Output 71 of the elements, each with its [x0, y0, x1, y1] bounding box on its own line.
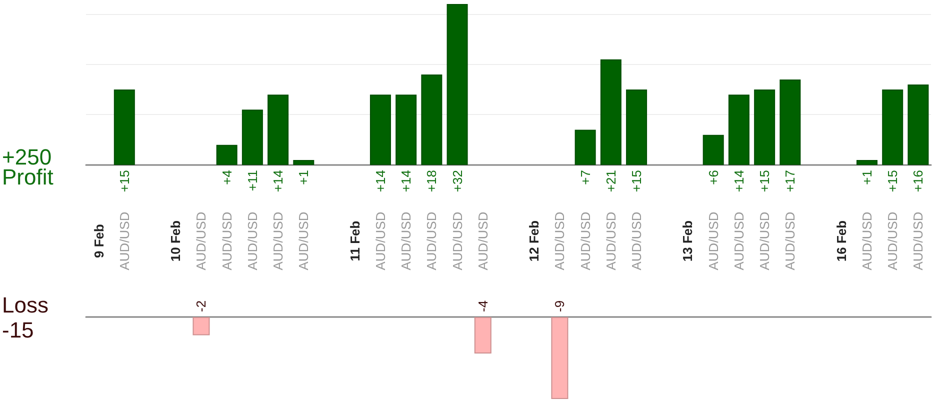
bar — [574, 130, 596, 165]
text: -15 — [2, 318, 34, 342]
data-label: -2 — [194, 300, 209, 312]
bar — [242, 110, 263, 165]
x-tick-label: 10 Feb — [168, 220, 184, 262]
x-tick-label: AUD/USD — [475, 212, 490, 270]
bar — [626, 90, 648, 165]
x-tick-label: AUD/USD — [859, 212, 874, 270]
x-tick-label: 13 Feb — [680, 220, 696, 262]
data-label: +14 — [372, 170, 388, 192]
data-label: +14 — [398, 170, 414, 192]
x-tick-label: AUD/USD — [885, 212, 900, 270]
x-tick-label: AUD/USD — [398, 212, 414, 270]
data-label: +14 — [270, 170, 286, 192]
bar — [856, 160, 878, 165]
data-label: +15 — [629, 170, 644, 192]
data-label: +21 — [603, 170, 618, 192]
x-tick-label: AUD/USD — [757, 212, 772, 270]
bar — [702, 134, 724, 165]
bar — [216, 144, 238, 165]
bar — [882, 90, 904, 165]
data-label: +1 — [296, 170, 312, 185]
x-tick-label: AUD/USD — [706, 212, 721, 270]
x-tick-label: AUD/USD — [244, 212, 260, 270]
data-label: +16 — [910, 170, 926, 192]
x-tick-label: AUD/USD — [116, 212, 132, 270]
bar — [780, 79, 801, 165]
data-label: -9 — [552, 300, 568, 312]
x-tick-label: AUD/USD — [603, 212, 618, 270]
x-tick-label: AUD/USD — [372, 212, 388, 270]
data-label: +14 — [731, 170, 746, 192]
data-label: +15 — [116, 170, 132, 192]
bar — [396, 94, 417, 165]
x-tick-label: AUD/USD — [731, 212, 746, 270]
data-label: +15 — [885, 170, 900, 192]
x-tick-label: AUD/USD — [194, 212, 209, 270]
data-label: -4 — [475, 300, 490, 312]
bar — [293, 160, 314, 165]
x-tick-label: AUD/USD — [296, 212, 312, 270]
x-tick-label: AUD/USD — [424, 212, 440, 270]
bar — [114, 90, 135, 165]
x-tick-label: 12 Feb — [526, 220, 542, 262]
bar — [600, 59, 622, 165]
x-tick-label: AUD/USD — [270, 212, 286, 270]
x-tick-label: 11 Feb — [347, 220, 362, 262]
data-label: +4 — [219, 170, 234, 185]
bar — [754, 90, 776, 165]
bar — [268, 94, 289, 165]
bar — [728, 94, 750, 165]
data-label: +17 — [782, 170, 798, 192]
data-label: +18 — [424, 170, 440, 192]
data-label: +1 — [859, 170, 874, 185]
x-tick-label: 9 Feb — [91, 224, 106, 258]
bar — [370, 94, 391, 165]
bar — [446, 4, 468, 165]
x-tick-label: AUD/USD — [578, 212, 593, 270]
x-tick-label: AUD/USD — [219, 212, 234, 270]
x-tick-label: AUD/USD — [782, 212, 798, 270]
bar — [908, 84, 929, 165]
x-tick-label: AUD/USD — [450, 212, 465, 270]
x-tick-label: AUD/USD — [552, 212, 568, 270]
bar — [421, 74, 442, 165]
data-label: +7 — [578, 170, 593, 185]
y-axis-title: Loss — [2, 292, 48, 318]
x-tick-label: 16 Feb — [834, 220, 849, 262]
data-label: +6 — [706, 170, 721, 185]
data-label: +11 — [244, 170, 260, 192]
x-tick-label: AUD/USD — [910, 212, 926, 270]
data-label: +32 — [450, 170, 465, 192]
x-tick-label: AUD/USD — [629, 212, 644, 270]
data-label: +15 — [757, 170, 772, 192]
